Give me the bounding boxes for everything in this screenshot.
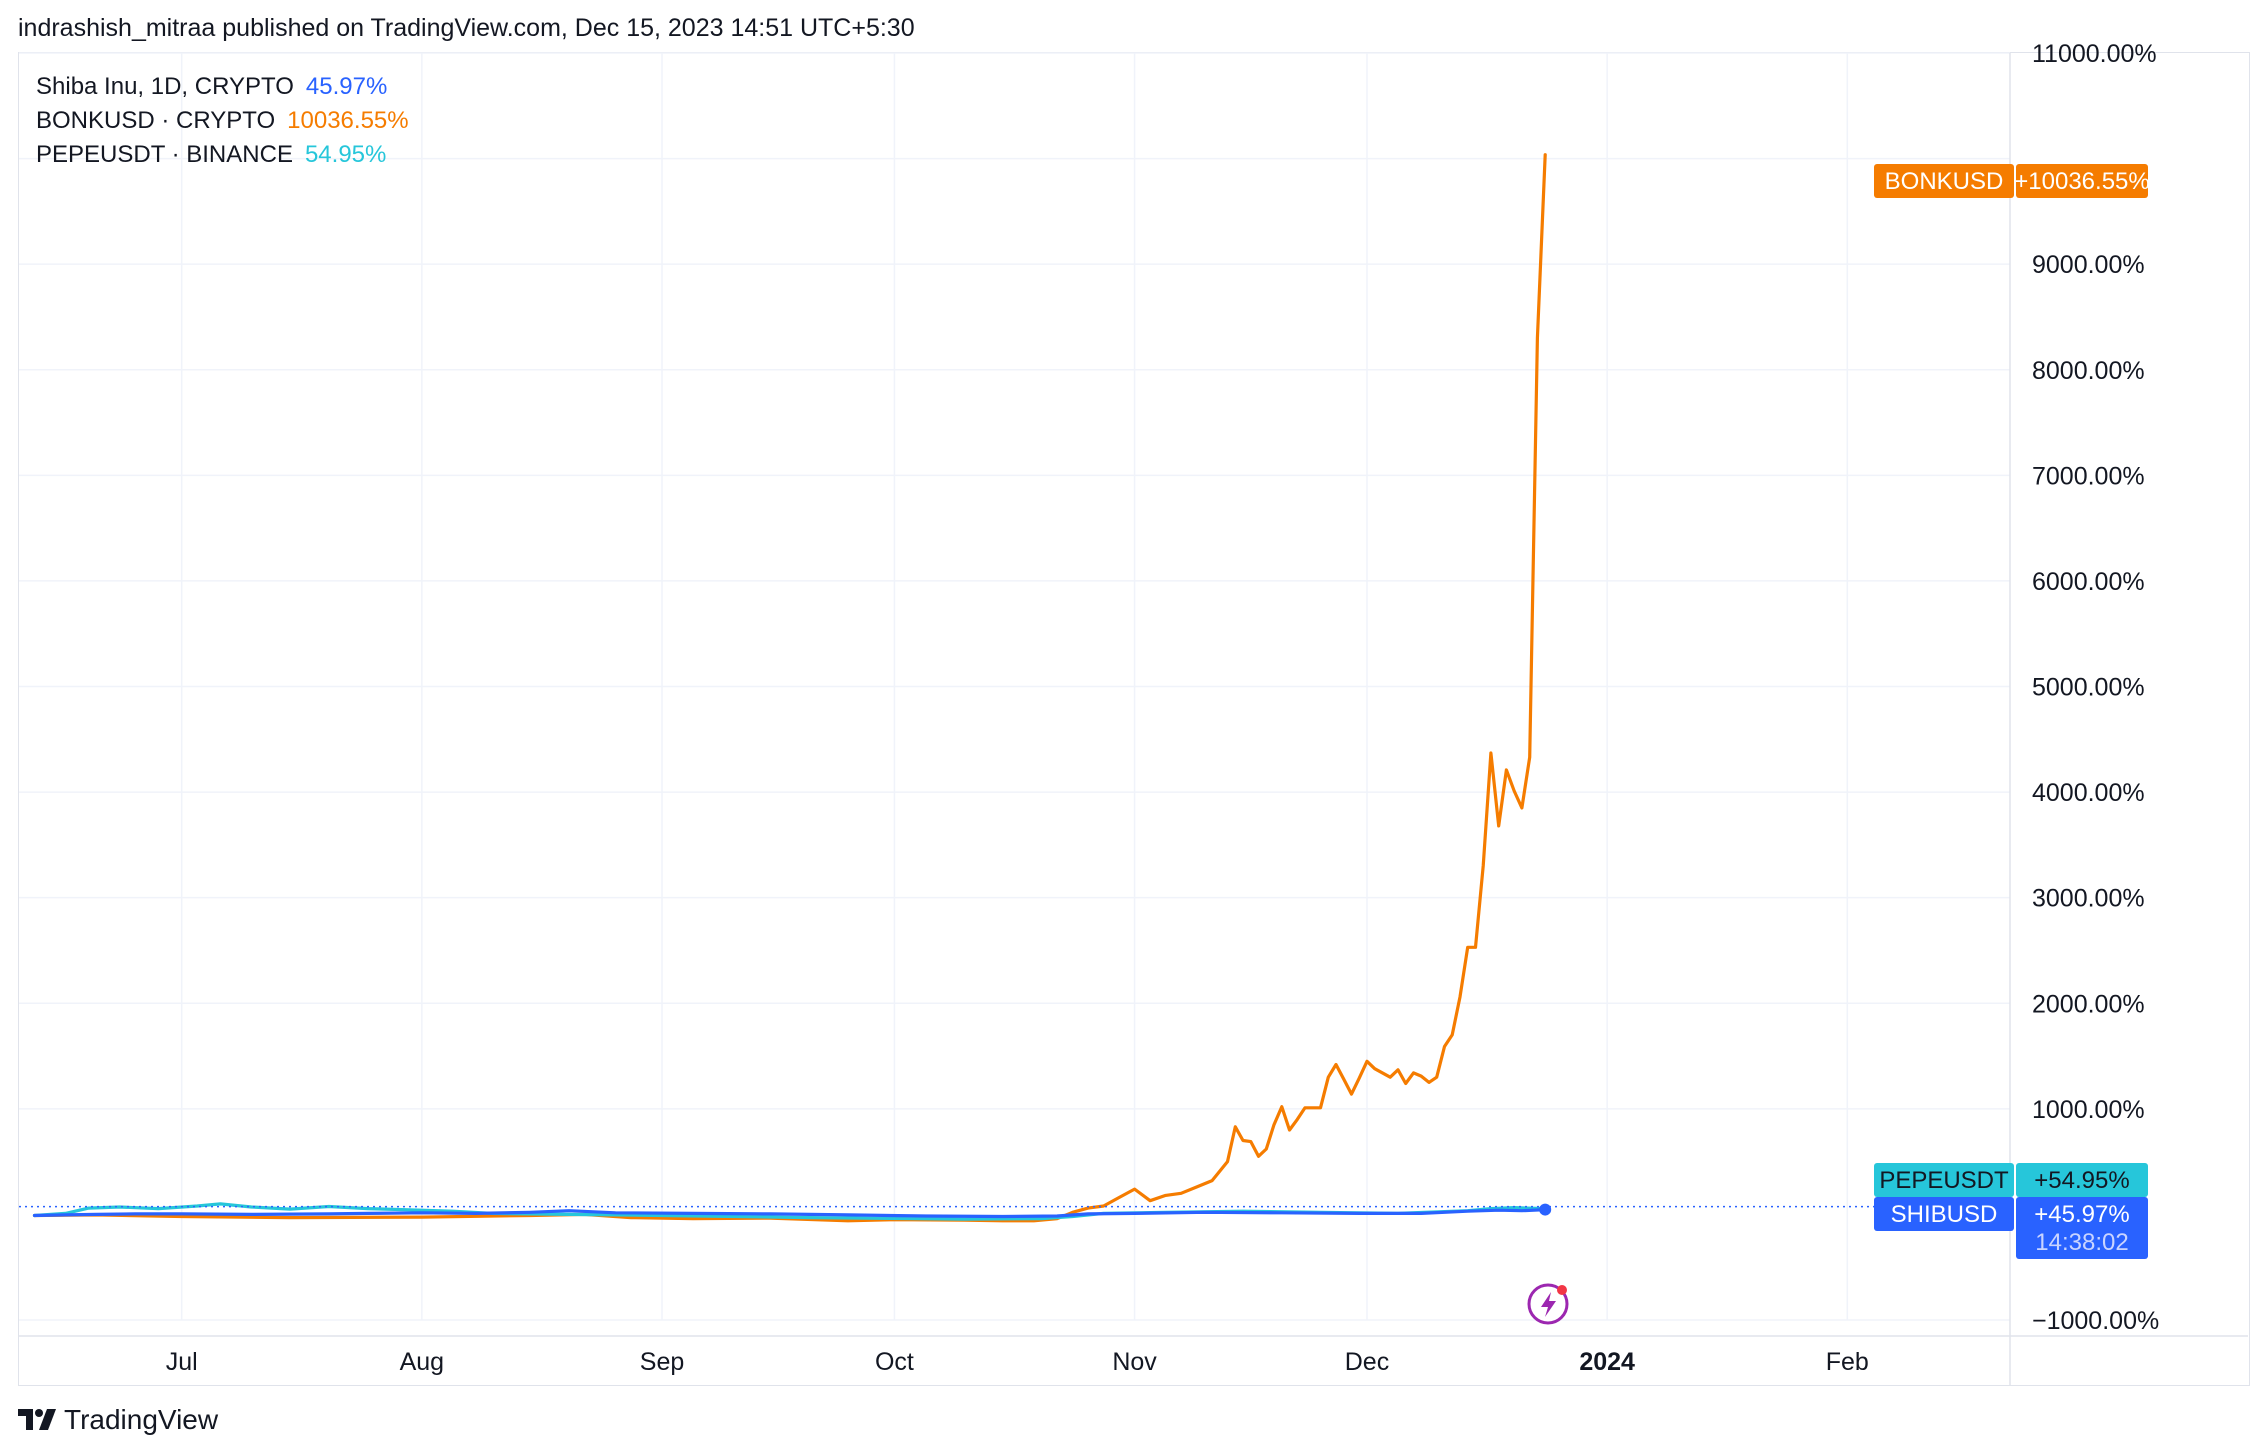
- x-tick-label: Jul: [166, 1348, 198, 1376]
- series-name-text: SHIBUSD: [1891, 1201, 1998, 1228]
- x-tick-label: Aug: [400, 1348, 444, 1376]
- overlays: BONKUSD +10036.55% PEPEUSDT +54.95% SHIBUSD +…: [19, 164, 2150, 1325]
- series-name-box: [1874, 1163, 2014, 1197]
- y-tick-label: 6000.00%: [2032, 568, 2145, 596]
- y-tick-label: −1000.00%: [2032, 1307, 2159, 1335]
- shib-price-tag: SHIBUSD +45.97%14:38:02: [1874, 1197, 2148, 1259]
- legend-label: BONKUSD · CRYPTO: [36, 107, 276, 134]
- legend-label: PEPEUSDT · BINANCE: [36, 141, 293, 168]
- tradingview-brand: TradingView: [64, 1404, 219, 1435]
- event-notification-dot: [1557, 1285, 1567, 1295]
- x-tick-label: Sep: [640, 1348, 684, 1376]
- series-value-box: [2016, 1197, 2148, 1259]
- pepe-price-tag: PEPEUSDT +54.95%: [1874, 1163, 2148, 1197]
- x-tick-label: Feb: [1826, 1348, 1869, 1376]
- series-value-text: +45.97%: [2034, 1201, 2129, 1228]
- y-tick-label: 2000.00%: [2032, 990, 2145, 1018]
- series-name-box: [1874, 1197, 2014, 1231]
- bonk-line: [32, 153, 1547, 1223]
- y-tick-label: 3000.00%: [2032, 885, 2145, 913]
- series-value-text: +10036.55%: [2014, 168, 2149, 195]
- legend-label: Shiba Inu, 1D, CRYPTO: [36, 73, 294, 100]
- footer: TradingView: [18, 1404, 218, 1436]
- legend-value: 54.95%: [304, 141, 387, 168]
- legend-value: 45.97%: [305, 73, 388, 100]
- series-value-box: [2016, 164, 2148, 198]
- series-value-text: +54.95%: [2034, 1167, 2129, 1194]
- bar-countdown-text: 14:38:02: [2035, 1229, 2128, 1256]
- series-value-box: [2016, 1163, 2148, 1197]
- legend-item-shib[interactable]: Shiba Inu, 1D, CRYPTO 45.97%: [36, 70, 409, 104]
- legend: Shiba Inu, 1D, CRYPTO 45.97% BONKUSD · CR…: [36, 70, 409, 172]
- x-tick-label: Dec: [1345, 1348, 1389, 1376]
- y-tick-label: 11000.00%: [2032, 40, 2157, 68]
- x-tick-label: Oct: [875, 1348, 914, 1376]
- y-tick-label: 9000.00%: [2032, 251, 2145, 279]
- y-tick-label: 4000.00%: [2032, 779, 2145, 807]
- lightning-bolt: [1541, 1292, 1556, 1317]
- legend-item-bonk[interactable]: BONKUSD · CRYPTO 10036.55%: [36, 104, 409, 138]
- y-tick-label: 7000.00%: [2032, 462, 2145, 490]
- publish-info: indrashish_mitraa published on TradingVi…: [18, 14, 915, 42]
- last-price-dot: [1539, 1203, 1552, 1216]
- series-name-text: BONKUSD: [1885, 168, 2004, 195]
- shib-line: [32, 1207, 1547, 1219]
- series-name-text: PEPEUSDT: [1879, 1167, 2009, 1194]
- y-tick-label: 1000.00%: [2032, 1096, 2145, 1124]
- tradingview-logo-icon: [18, 1409, 56, 1430]
- grid-lines: [19, 52, 2248, 1386]
- y-tick-label: 5000.00%: [2032, 674, 2145, 702]
- lightning-event-icon[interactable]: [1527, 1283, 1569, 1325]
- x-tick-label: Nov: [1112, 1348, 1157, 1376]
- legend-item-pepe[interactable]: PEPEUSDT · BINANCE 54.95%: [36, 138, 409, 172]
- axis-labels: 11000.00% 9000.00% 8000.00% 7000.00% 6000.00…: [166, 40, 2159, 1376]
- bonk-price-tag: BONKUSD +10036.55%: [1874, 164, 2150, 198]
- x-tick-label: 2024: [1579, 1348, 1635, 1376]
- series-name-box: [1874, 164, 2014, 198]
- legend-value: 10036.55%: [287, 107, 409, 134]
- series-lines: [32, 153, 1547, 1223]
- y-tick-label: 8000.00%: [2032, 357, 2145, 385]
